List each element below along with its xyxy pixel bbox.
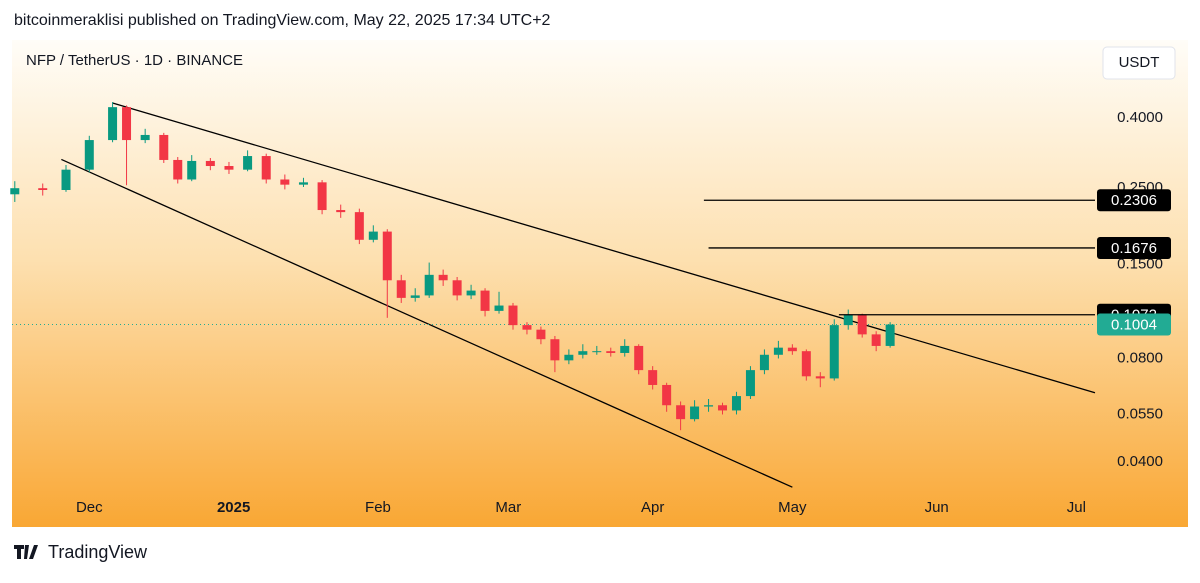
- candle-body: [298, 182, 308, 185]
- candle-body: [634, 345, 644, 371]
- candle-body: [885, 324, 895, 346]
- candle-body: [466, 290, 476, 296]
- x-tick-label: 2025: [217, 499, 250, 516]
- candle-body: [759, 354, 769, 371]
- candle-body: [857, 315, 867, 335]
- candle-body: [122, 107, 132, 141]
- level-label-box: [1097, 189, 1171, 212]
- candle-body: [480, 290, 490, 311]
- candle-body: [61, 169, 71, 191]
- candle-body: [592, 351, 602, 353]
- logo: [14, 545, 38, 559]
- currency: USDT: [1119, 54, 1160, 71]
- publish-note: bitcoinmeraklisi published on TradingVie…: [14, 12, 551, 29]
- y-tick-label: 0.1500: [1117, 256, 1163, 273]
- x-tick-label: Feb: [365, 499, 391, 516]
- candle-body: [438, 274, 448, 281]
- y-tick-label: 0.0800: [1117, 349, 1163, 366]
- level-label: 0.1676: [1111, 240, 1157, 257]
- candle-body: [10, 188, 20, 195]
- candle-body: [38, 188, 48, 191]
- candle-body: [815, 376, 825, 379]
- candle-body: [843, 315, 853, 326]
- level-label-box: [1097, 236, 1171, 259]
- candle-body: [280, 179, 290, 185]
- candle-body: [606, 351, 616, 353]
- candle-body: [718, 405, 728, 411]
- y-tick-label: 0.0400: [1117, 453, 1163, 470]
- candle-body: [382, 231, 392, 281]
- x-tick-label: May: [778, 499, 807, 516]
- candle-body: [224, 166, 234, 170]
- candle-body: [368, 231, 378, 240]
- x-tick-label: Mar: [495, 499, 521, 516]
- candle-body: [243, 156, 253, 170]
- y-tick-label: 0.4000: [1117, 109, 1163, 126]
- candle-body: [494, 305, 504, 311]
- candle-body: [550, 339, 560, 361]
- candle-body: [690, 406, 700, 420]
- chart-panel: [12, 40, 1188, 527]
- candle-body: [704, 405, 714, 407]
- candle-body: [648, 370, 658, 385]
- candle-body: [173, 159, 183, 180]
- chart-title: NFP / TetherUS · 1D · BINANCE: [26, 52, 243, 69]
- candle-body: [84, 140, 94, 170]
- candle-body: [578, 351, 588, 355]
- candle-body: [787, 347, 797, 352]
- candle-body: [452, 280, 462, 296]
- candle-body: [317, 182, 327, 211]
- currency-box: [1102, 46, 1176, 80]
- last-price-label: 0.1004: [1111, 316, 1157, 333]
- candle-body: [187, 160, 197, 180]
- candle-body: [745, 370, 755, 397]
- level-label: 0.2306: [1111, 192, 1157, 209]
- candle-body: [620, 345, 630, 353]
- y-tick-label: 0.0550: [1117, 405, 1163, 422]
- candle-body: [336, 210, 346, 213]
- candle-body: [829, 325, 839, 379]
- candle-body: [536, 329, 546, 340]
- plot-area: [10, 102, 1096, 488]
- candle-body: [261, 156, 271, 180]
- candle-body: [522, 325, 532, 330]
- footer-brand: TradingView: [48, 542, 148, 562]
- trendline: [112, 102, 1096, 394]
- candle-body: [396, 280, 406, 298]
- candle-body: [159, 134, 169, 160]
- candle-body: [424, 274, 434, 296]
- x-tick-label: Jun: [925, 499, 949, 516]
- candle-body: [354, 212, 364, 240]
- candle-body: [662, 384, 672, 406]
- candle-body: [676, 405, 686, 420]
- candle-body: [773, 347, 783, 355]
- candle-body: [731, 396, 741, 411]
- candle-body: [410, 295, 420, 298]
- candle-body: [140, 134, 150, 141]
- candle-body: [508, 305, 518, 326]
- x-tick-label: Dec: [76, 499, 103, 516]
- trendline: [61, 158, 793, 488]
- x-tick-label: Jul: [1067, 499, 1086, 516]
- candle-body: [564, 354, 574, 361]
- candle-body: [871, 334, 881, 346]
- candle-body: [205, 160, 215, 167]
- candle-body: [801, 351, 811, 377]
- x-tick-label: Apr: [641, 499, 664, 516]
- candle-body: [108, 107, 118, 141]
- last-price-box: [1097, 313, 1171, 336]
